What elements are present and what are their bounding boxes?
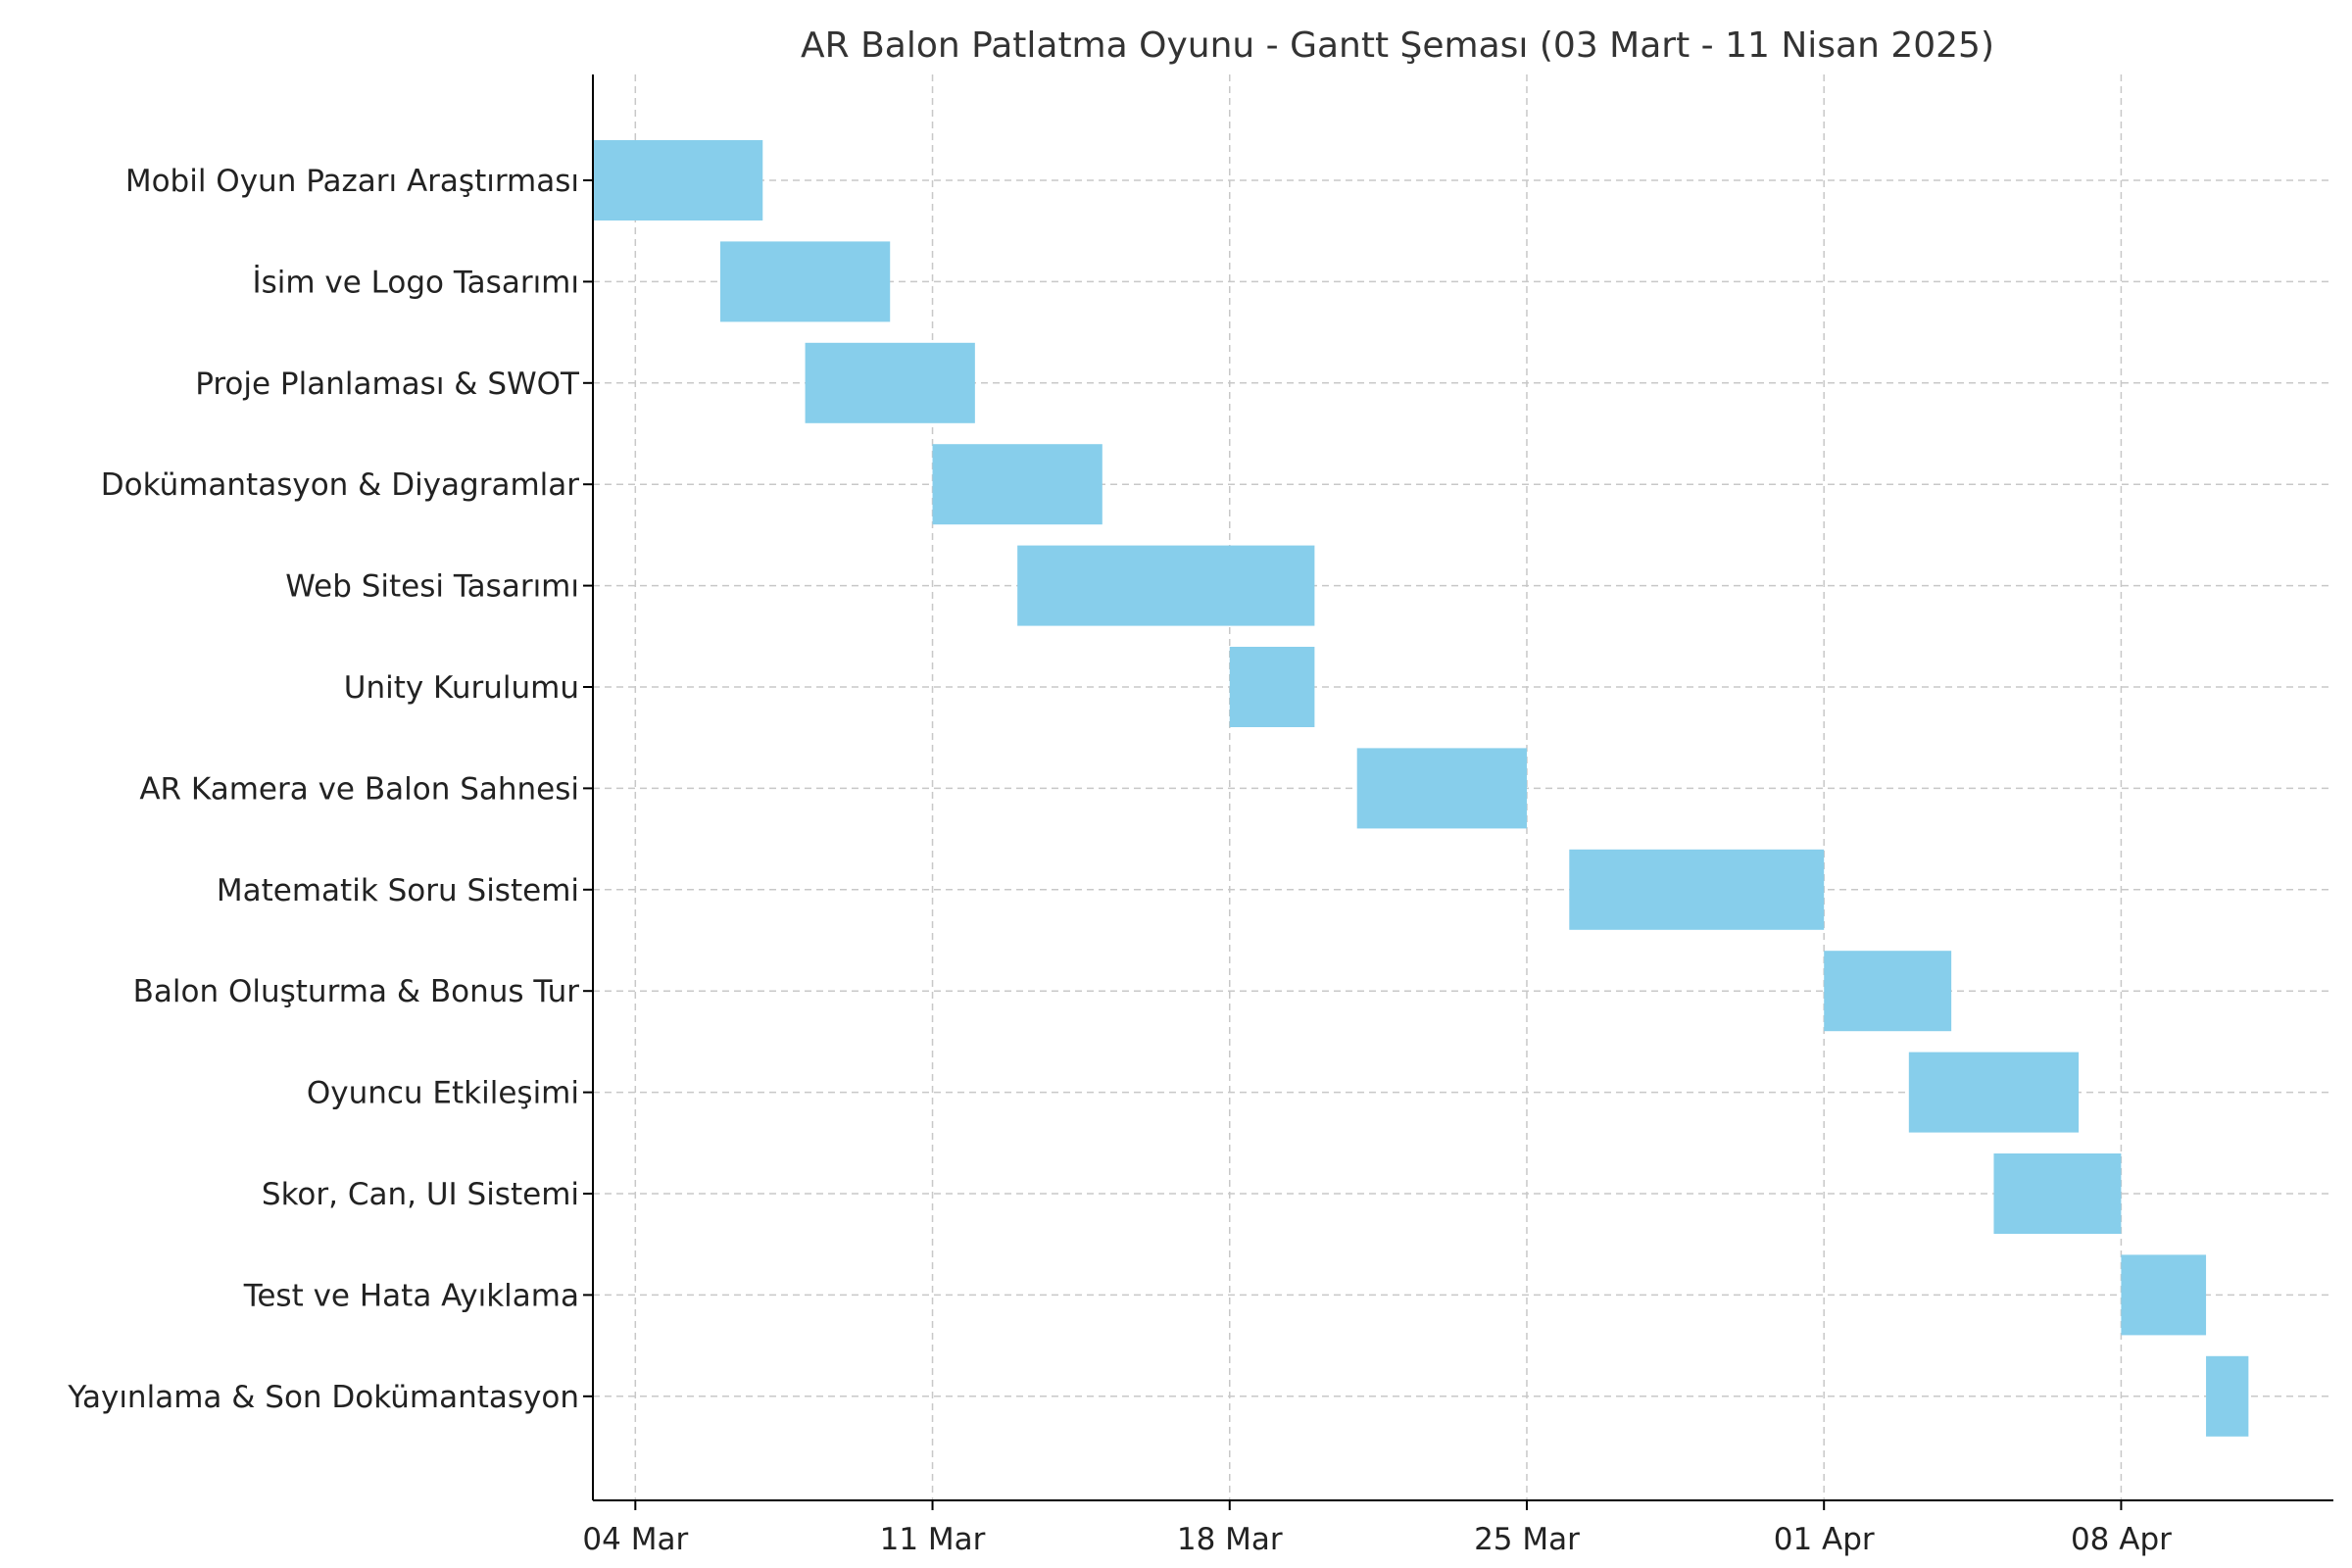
task-label: Skor, Can, UI Sistemi bbox=[262, 1177, 579, 1212]
task-labels: Mobil Oyun Pazarı Araştırması İsim ve Log… bbox=[67, 164, 593, 1415]
chart-title: AR Balon Patlatma Oyunu - Gantt Şeması (… bbox=[801, 25, 1994, 66]
task-bars bbox=[593, 140, 2249, 1437]
x-tick-labels: 04 Mar 11 Mar 18 Mar 25 Mar 01 Apr 08 Apr bbox=[582, 1500, 2172, 1557]
task-label: Dokümantasyon & Diyagramlar bbox=[101, 467, 580, 503]
task-bar bbox=[719, 241, 891, 322]
task-label: AR Kamera ve Balon Sahnesi bbox=[139, 771, 579, 807]
task-label: Yayınlama & Son Dokümantasyon bbox=[67, 1380, 579, 1415]
x-tick-label: 04 Mar bbox=[582, 1522, 688, 1557]
task-label: Matematik Soru Sistemi bbox=[217, 873, 579, 908]
x-tick-label: 25 Mar bbox=[1474, 1522, 1580, 1557]
task-bar bbox=[1017, 545, 1315, 626]
task-bar bbox=[1908, 1052, 2080, 1133]
task-label: Unity Kurulumu bbox=[344, 670, 579, 706]
task-bar bbox=[2121, 1254, 2207, 1336]
x-tick-label: 08 Apr bbox=[2071, 1522, 2172, 1557]
task-bar bbox=[1569, 849, 1825, 930]
task-label: Proje Planlaması & SWOT bbox=[195, 367, 580, 402]
task-bar bbox=[805, 342, 975, 423]
task-bar bbox=[932, 444, 1102, 525]
task-label: Oyuncu Etkileşimi bbox=[307, 1076, 579, 1111]
task-label: Test ve Hata Ayıklama bbox=[243, 1278, 579, 1313]
task-label: Mobil Oyun Pazarı Araştırması bbox=[125, 164, 579, 199]
x-tick-label: 18 Mar bbox=[1177, 1522, 1283, 1557]
task-label: İsim ve Logo Tasarımı bbox=[252, 265, 579, 300]
task-bar bbox=[2206, 1355, 2249, 1437]
task-bar bbox=[1824, 951, 1952, 1032]
task-bar bbox=[1993, 1153, 2122, 1234]
task-label: Web Sitesi Tasarımı bbox=[285, 569, 579, 605]
x-tick-label: 11 Mar bbox=[880, 1522, 986, 1557]
task-bar bbox=[1356, 748, 1527, 829]
task-bar bbox=[593, 140, 763, 220]
task-label: Balon Oluşturma & Bonus Tur bbox=[133, 974, 580, 1009]
task-bar bbox=[1229, 647, 1315, 727]
x-tick-label: 01 Apr bbox=[1774, 1522, 1875, 1557]
